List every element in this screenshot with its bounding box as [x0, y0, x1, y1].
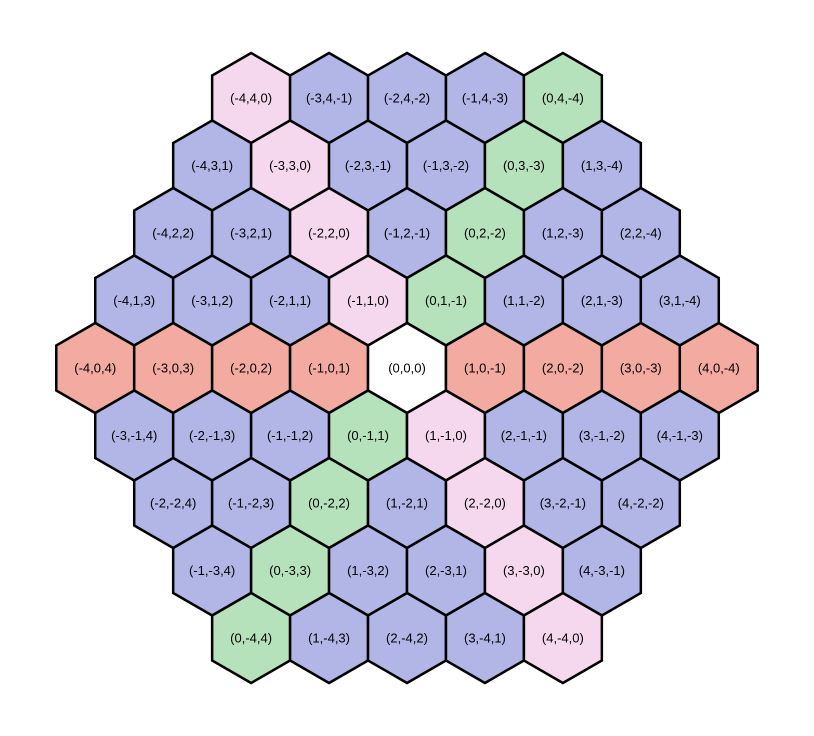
hex-label: (1,2,-3): [542, 226, 584, 241]
hex-label: (-2,3,-1): [345, 158, 391, 173]
hex-label: (2,-4,2): [386, 631, 428, 646]
hex-label: (2,-1,-1): [501, 428, 547, 443]
hex-label: (1,3,-4): [581, 158, 623, 173]
hex-label: (2,0,-2): [542, 361, 584, 376]
hex-label: (-1,0,1): [308, 361, 350, 376]
hex-label: (-2,-1,3): [189, 428, 235, 443]
hex-label: (2,1,-3): [581, 293, 623, 308]
hex-label: (-4,4,0): [230, 91, 272, 106]
hex-label: (4,-2,-2): [618, 496, 664, 511]
hex-label: (-1,-2,3): [228, 496, 274, 511]
hex-label: (-3,-1,4): [111, 428, 157, 443]
hex-label: (2,-2,0): [464, 496, 506, 511]
hex-label: (-2,2,0): [308, 226, 350, 241]
hex-label: (1,-4,3): [308, 631, 350, 646]
hex-label: (1,-2,1): [386, 496, 428, 511]
hex-label: (4,-3,-1): [579, 563, 625, 578]
hex-label: (3,0,-3): [620, 361, 662, 376]
hex-label: (0,2,-2): [464, 226, 506, 241]
hex-label: (3,1,-4): [659, 293, 701, 308]
hex-label: (-4,1,3): [113, 293, 155, 308]
hex-label: (3,-4,1): [464, 631, 506, 646]
hex-label: (-1,-3,4): [189, 563, 235, 578]
hex-label: (4,-1,-3): [657, 428, 703, 443]
hex-label: (3,-3,0): [503, 563, 545, 578]
hex-label: (2,-3,1): [425, 563, 467, 578]
hex-grid-diagram: (-4,4,0) (-3,4,-1) (-2,4,-2) (-1,4,-3) (0,4,…: [0, 0, 814, 736]
hex-label: (-1,3,-2): [423, 158, 469, 173]
hex-label: (1,-1,0): [425, 428, 467, 443]
hex-label: (0,3,-3): [503, 158, 545, 173]
hex-label: (-3,4,-1): [306, 91, 352, 106]
hex-label: (-3,2,1): [230, 226, 272, 241]
hex-label: (1,1,-2): [503, 293, 545, 308]
hex-label: (1,-3,2): [347, 563, 389, 578]
hex-label: (-2,4,-2): [384, 91, 430, 106]
hex-label: (0,4,-4): [542, 91, 584, 106]
hex-label: (-1,2,-1): [384, 226, 430, 241]
hex-label: (-3,0,3): [152, 361, 194, 376]
hex-label: (3,-1,-2): [579, 428, 625, 443]
hex-label: (0,-4,4): [230, 631, 272, 646]
hex-label: (-1,4,-3): [462, 91, 508, 106]
hex-label: (2,2,-4): [620, 226, 662, 241]
hex-label: (-4,2,2): [152, 226, 194, 241]
hex-label: (-4,0,4): [74, 361, 116, 376]
hex-label: (-1,1,0): [347, 293, 389, 308]
hex-label: (-2,1,1): [269, 293, 311, 308]
hex-label: (0,-1,1): [347, 428, 389, 443]
hex-label: (0,-3,3): [269, 563, 311, 578]
hex-label: (3,-2,-1): [540, 496, 586, 511]
hex-label: (-2,0,2): [230, 361, 272, 376]
hex-label: (-4,3,1): [191, 158, 233, 173]
hex-label: (-1,-1,2): [267, 428, 313, 443]
hex-label: (-3,3,0): [269, 158, 311, 173]
hex-label: (4,0,-4): [698, 361, 740, 376]
hex-label: (-2,-2,4): [150, 496, 196, 511]
hex-label: (0,-2,2): [308, 496, 350, 511]
hex-label: (1,0,-1): [464, 361, 506, 376]
hex-label: (4,-4,0): [542, 631, 584, 646]
hex-label: (0,1,-1): [425, 293, 467, 308]
hex-label: (-3,1,2): [191, 293, 233, 308]
hex-label: (0,0,0): [388, 361, 426, 376]
